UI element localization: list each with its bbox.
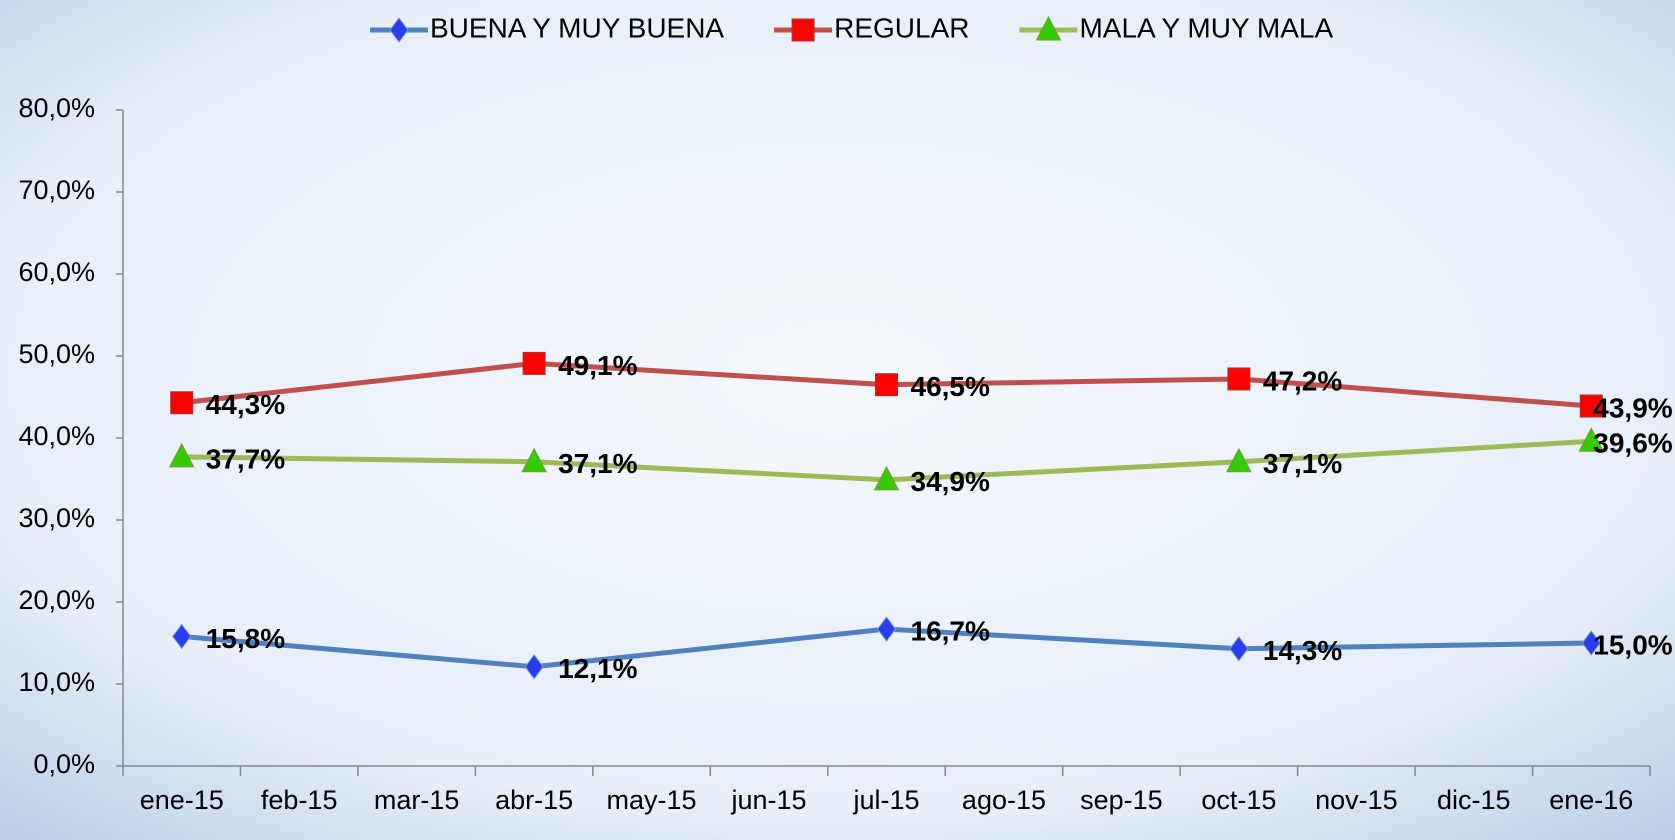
y-tick-label: 60,0%	[18, 257, 95, 287]
marker	[170, 391, 194, 415]
marker	[172, 623, 192, 650]
data-label: 37,1%	[1263, 448, 1342, 479]
legend-label: MALA Y MUY MALA	[1079, 12, 1333, 43]
x-tick-label: ene-16	[1549, 785, 1633, 815]
x-tick-label: ene-15	[140, 785, 224, 815]
y-tick-label: 50,0%	[18, 339, 95, 369]
x-tick-label: oct-15	[1201, 785, 1276, 815]
marker	[1227, 367, 1251, 391]
data-label: 49,1%	[558, 350, 637, 381]
y-tick-label: 20,0%	[18, 585, 95, 615]
x-tick-label: nov-15	[1315, 785, 1398, 815]
marker	[524, 653, 544, 680]
data-label: 39,6%	[1593, 428, 1672, 459]
y-tick-label: 70,0%	[18, 175, 95, 205]
legend-label: REGULAR	[834, 12, 969, 43]
data-label: 15,8%	[206, 623, 285, 654]
marker	[521, 447, 547, 473]
y-tick-label: 40,0%	[18, 421, 95, 451]
marker	[873, 465, 900, 491]
y-tick-label: 30,0%	[18, 503, 95, 533]
data-label: 34,9%	[911, 466, 990, 497]
x-tick-label: jul-15	[852, 785, 919, 815]
data-label: 44,3%	[206, 389, 285, 420]
data-label: 15,0%	[1593, 629, 1672, 660]
x-tick-label: ago-15	[962, 785, 1046, 815]
marker	[1581, 630, 1601, 656]
legend-marker	[389, 17, 409, 43]
marker	[876, 616, 897, 642]
data-label: 46,5%	[911, 371, 990, 402]
marker	[1579, 394, 1603, 418]
x-tick-label: jun-15	[731, 785, 807, 815]
data-label: 47,2%	[1263, 365, 1342, 396]
marker	[1229, 635, 1249, 662]
data-label: 16,7%	[911, 615, 990, 646]
legend-marker	[1035, 15, 1062, 41]
marker	[1226, 447, 1252, 473]
x-tick-label: sep-15	[1080, 785, 1163, 815]
legend-label: BUENA Y MUY BUENA	[430, 12, 724, 43]
legend-marker	[791, 18, 815, 42]
marker	[168, 442, 195, 468]
x-tick-label: may-15	[607, 785, 697, 815]
marker	[522, 351, 546, 375]
marker	[875, 373, 898, 397]
data-label: 12,1%	[558, 653, 637, 684]
x-tick-label: mar-15	[374, 785, 460, 815]
x-tick-label: abr-15	[495, 785, 573, 815]
y-tick-label: 80,0%	[18, 93, 95, 123]
y-tick-label: 0,0%	[33, 749, 95, 779]
x-tick-label: dic-15	[1437, 785, 1511, 815]
marker	[1578, 427, 1605, 452]
x-tick-label: feb-15	[261, 785, 338, 815]
data-label: 43,9%	[1593, 392, 1672, 423]
data-label: 14,3%	[1263, 635, 1342, 666]
data-label: 37,1%	[558, 448, 637, 479]
data-label: 37,7%	[206, 443, 285, 474]
y-tick-label: 10,0%	[18, 667, 95, 697]
